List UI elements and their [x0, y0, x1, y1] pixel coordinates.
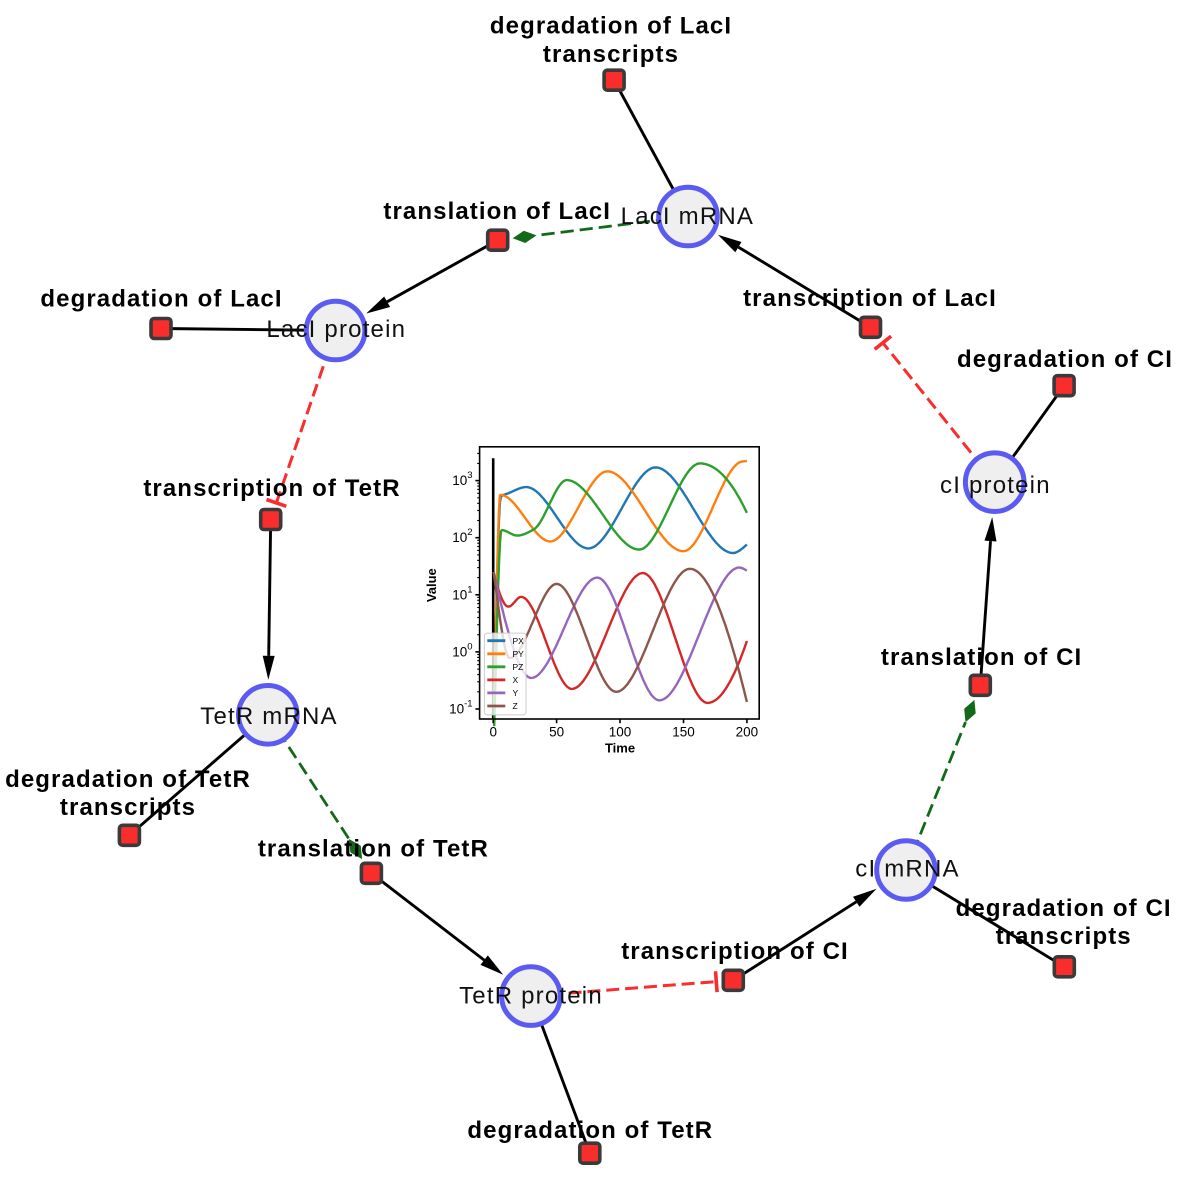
svg-text:degradation of CI: degradation of CI: [956, 895, 1172, 922]
svg-text:translation of CI: translation of CI: [881, 644, 1082, 671]
svg-text:transcription of CI: transcription of CI: [621, 938, 849, 965]
svg-text:transcription of LacI: transcription of LacI: [743, 285, 997, 312]
svg-text:Time: Time: [605, 740, 635, 755]
svg-text:cI protein: cI protein: [940, 472, 1051, 499]
svg-text:degradation of LacI: degradation of LacI: [490, 12, 732, 39]
svg-text:translation of LacI: translation of LacI: [383, 198, 611, 225]
svg-text:100: 100: [609, 725, 632, 740]
svg-text:200: 200: [736, 725, 759, 740]
svg-text:transcripts: transcripts: [543, 41, 679, 68]
svg-text:Z: Z: [513, 701, 518, 711]
svg-text:degradation of LacI: degradation of LacI: [40, 285, 282, 312]
svg-text:PX: PX: [513, 636, 525, 646]
svg-text:150: 150: [672, 725, 695, 740]
svg-text:TetR protein: TetR protein: [459, 983, 603, 1010]
svg-text:LacI protein: LacI protein: [266, 316, 406, 343]
svg-text:transcription of TetR: transcription of TetR: [143, 475, 400, 502]
svg-text:LacI mRNA: LacI mRNA: [621, 203, 755, 230]
svg-text:X: X: [513, 675, 519, 685]
svg-text:transcripts: transcripts: [996, 923, 1132, 950]
svg-text:50: 50: [549, 725, 564, 740]
svg-text:PY: PY: [513, 649, 525, 659]
svg-text:degradation of CI: degradation of CI: [957, 346, 1173, 373]
svg-text:TetR mRNA: TetR mRNA: [200, 703, 337, 730]
svg-text:translation of TetR: translation of TetR: [258, 835, 489, 862]
svg-text:transcripts: transcripts: [60, 794, 196, 821]
svg-text:0: 0: [489, 725, 497, 740]
svg-text:cI mRNA: cI mRNA: [855, 856, 959, 883]
svg-text:degradation of TetR: degradation of TetR: [467, 1117, 713, 1144]
svg-text:PZ: PZ: [513, 662, 524, 672]
svg-text:Y: Y: [513, 688, 519, 698]
svg-text:degradation of TetR: degradation of TetR: [5, 766, 251, 793]
svg-text:Value: Value: [424, 568, 439, 602]
